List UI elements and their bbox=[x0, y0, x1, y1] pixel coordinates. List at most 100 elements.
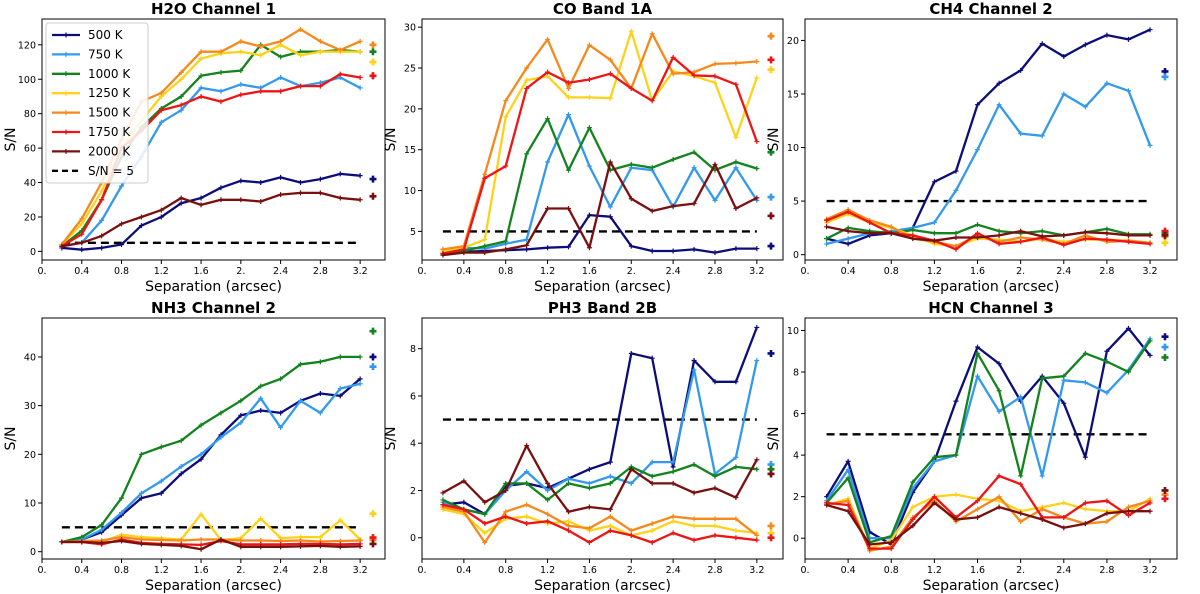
data-point bbox=[158, 90, 164, 96]
data-point bbox=[198, 49, 204, 55]
data-point bbox=[733, 379, 739, 385]
data-point bbox=[357, 173, 363, 179]
data-point bbox=[754, 358, 760, 364]
x-tick-label: 1.2 bbox=[154, 565, 169, 576]
y-tick-label: 2 bbox=[410, 486, 416, 497]
x-tick-label: 0.8 bbox=[114, 565, 129, 576]
data-point bbox=[910, 236, 916, 242]
y-tick-label: 6 bbox=[793, 409, 799, 420]
data-point bbox=[1039, 473, 1045, 479]
legend-label: 2000 K bbox=[88, 144, 131, 158]
data-point bbox=[649, 165, 655, 171]
y-tick-label: 100 bbox=[18, 75, 36, 86]
series-line bbox=[61, 191, 361, 248]
data-point bbox=[754, 75, 760, 81]
x-tick-label: 1.2 bbox=[154, 266, 169, 277]
data-point bbox=[337, 354, 343, 360]
data-point bbox=[158, 214, 164, 220]
data-point bbox=[158, 478, 164, 484]
data-point bbox=[461, 506, 467, 512]
data-point bbox=[931, 494, 937, 500]
plot-frame bbox=[41, 317, 386, 560]
data-point bbox=[733, 206, 739, 212]
y-tick-label: 10 bbox=[787, 143, 799, 154]
data-point bbox=[545, 480, 551, 486]
side-marker bbox=[767, 193, 775, 201]
data-point bbox=[198, 451, 204, 457]
data-point bbox=[1147, 142, 1153, 148]
data-point bbox=[649, 480, 655, 486]
data-point bbox=[691, 358, 697, 364]
data-point bbox=[1018, 228, 1024, 234]
series-line bbox=[442, 444, 758, 513]
x-tick-label: 1.6 bbox=[970, 266, 985, 277]
data-point bbox=[691, 165, 697, 171]
side-marker bbox=[767, 349, 775, 357]
data-point bbox=[586, 163, 592, 169]
data-point bbox=[178, 438, 184, 444]
data-point bbox=[1104, 226, 1110, 232]
x-tick-label: 3.2 bbox=[1142, 266, 1157, 277]
data-point bbox=[586, 480, 592, 486]
data-point bbox=[996, 241, 1002, 247]
data-point bbox=[712, 73, 718, 79]
data-point bbox=[1147, 241, 1153, 247]
data-point bbox=[975, 373, 981, 379]
data-point bbox=[931, 230, 937, 236]
data-point bbox=[670, 469, 676, 475]
data-point bbox=[198, 202, 204, 208]
data-point bbox=[953, 452, 959, 458]
y-tick-label: 20 bbox=[24, 212, 36, 223]
data-point bbox=[317, 38, 323, 44]
y-tick-label: 20 bbox=[787, 36, 799, 47]
data-point bbox=[712, 516, 718, 522]
data-point bbox=[733, 495, 739, 501]
data-point bbox=[178, 195, 184, 201]
side-marker bbox=[1161, 239, 1169, 247]
data-point bbox=[888, 539, 894, 545]
data-point bbox=[586, 485, 592, 491]
data-point bbox=[1125, 369, 1131, 375]
data-point bbox=[670, 203, 676, 209]
data-point bbox=[733, 134, 739, 140]
data-point bbox=[975, 147, 981, 153]
data-point bbox=[1125, 232, 1131, 238]
data-point bbox=[1018, 481, 1024, 487]
data-point bbox=[138, 223, 144, 229]
series-2000-k bbox=[440, 159, 775, 258]
data-point bbox=[996, 473, 1002, 479]
y-tick-label: 10 bbox=[404, 186, 416, 197]
panel-4: NH3 Channel 2 0. 0.4 0.8 1.2 1.6 2. 2.4 2.8 3.2 0 1… bbox=[3, 299, 386, 594]
legend-marker bbox=[63, 129, 69, 135]
data-point bbox=[670, 54, 676, 60]
side-marker bbox=[767, 470, 775, 478]
data-point bbox=[931, 238, 937, 244]
data-point bbox=[712, 80, 718, 86]
side-marker bbox=[369, 353, 377, 361]
data-point bbox=[565, 528, 571, 534]
side-marker bbox=[369, 510, 377, 518]
side-marker bbox=[767, 32, 775, 40]
data-point bbox=[503, 509, 509, 515]
data-point bbox=[258, 395, 264, 401]
side-marker bbox=[369, 58, 377, 66]
data-point bbox=[867, 230, 873, 236]
side-marker bbox=[767, 56, 775, 64]
x-tick-label: 2.4 bbox=[666, 266, 681, 277]
data-point bbox=[931, 220, 937, 226]
data-point bbox=[931, 179, 937, 185]
data-point bbox=[628, 532, 634, 538]
side-marker bbox=[767, 522, 775, 530]
side-marker bbox=[369, 540, 377, 548]
data-point bbox=[317, 190, 323, 196]
y-tick-label: 40 bbox=[24, 352, 36, 363]
data-point bbox=[158, 107, 164, 113]
data-point bbox=[649, 355, 655, 361]
data-point bbox=[1104, 510, 1110, 516]
y-tick-label: 0 bbox=[793, 250, 799, 261]
data-point bbox=[607, 71, 613, 77]
series-line bbox=[61, 355, 361, 544]
data-point bbox=[607, 95, 613, 101]
data-point bbox=[931, 454, 937, 460]
data-point bbox=[524, 85, 530, 91]
